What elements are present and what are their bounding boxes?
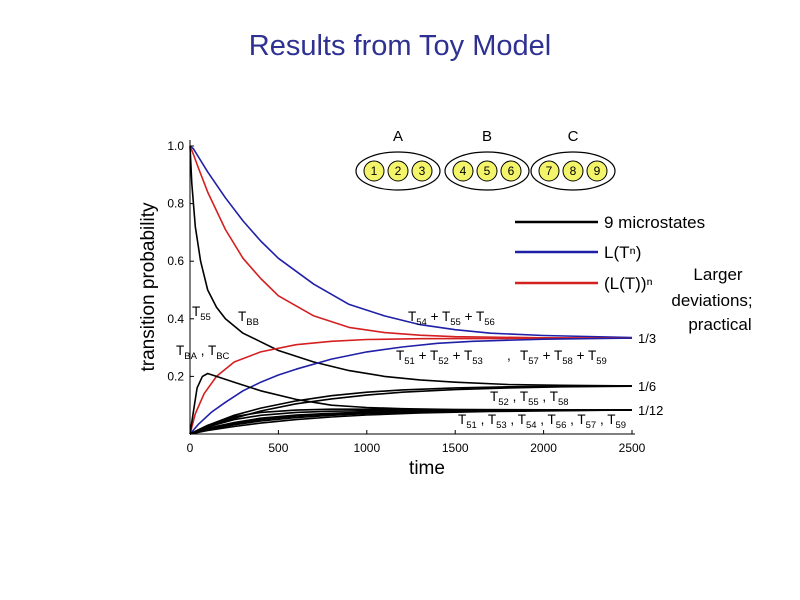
side-note-line: Larger [693, 265, 742, 284]
microstate-label: 1 [371, 164, 378, 178]
x-tick-label: 1000 [353, 441, 380, 455]
right-value-label: 1/3 [638, 331, 656, 346]
microstate-label: 4 [460, 164, 467, 178]
microstate-label: 9 [594, 164, 601, 178]
group-label: C [568, 128, 579, 145]
series-line-14 [189, 409, 633, 435]
y-tick-label: 0.8 [167, 197, 184, 211]
microstate-node [363, 160, 385, 182]
microstate-label: 5 [484, 164, 491, 178]
annotation-list-52-58: T52 , T55 , T58 [490, 389, 569, 408]
y-axis-label: transition probability [138, 202, 159, 371]
microstate-node [562, 160, 584, 182]
x-axis-label: time [409, 458, 445, 479]
microstate-label: 8 [570, 164, 577, 178]
series-layer [189, 145, 633, 435]
tick-labels: 0 500 1000 1500 2000 2500 1.0 0.8 0.6 0.4 0.2 [167, 139, 645, 455]
side-note: Larger deviations; practical [671, 265, 752, 334]
x-tick-label: 0 [187, 441, 194, 455]
group-label: A [393, 128, 403, 145]
annotation-sum-57-59: T57 + T58 + T59 [520, 348, 607, 367]
y-tick-label: 0.2 [167, 369, 184, 383]
legend: 9 microstates L(Tⁿ) (L(T))ⁿ [515, 213, 705, 293]
group-label: B [482, 128, 492, 145]
microstate-node [476, 160, 498, 182]
right-value-label: 1/6 [638, 379, 656, 394]
x-tick-label: 500 [268, 441, 288, 455]
microstate-node [411, 160, 433, 182]
y-tick-label: 0.6 [167, 254, 184, 268]
microstate-label: 6 [508, 164, 515, 178]
series-line-3 [189, 145, 633, 387]
axes [189, 140, 635, 435]
annotation-t55: T55 [192, 304, 211, 323]
series-line-4 [189, 337, 633, 435]
curve-annotations: T55 TBB TBA , TBC T54 + T55 + T56 T51 + T52 … [176, 304, 626, 431]
microstate-node [387, 160, 409, 182]
y-tick-label: 1.0 [167, 139, 184, 153]
annotation-tbb: TBB [238, 309, 259, 328]
series-line-2 [189, 145, 633, 339]
annotation-sum-51-53: T51 + T52 + T53 [396, 348, 483, 367]
legend-label: 9 microstates [604, 213, 705, 232]
side-note-line: deviations; [671, 291, 752, 310]
microstate-label: 7 [546, 164, 553, 178]
microstate-node [452, 160, 474, 182]
microstate-label: 2 [395, 164, 402, 178]
microstate-node [538, 160, 560, 182]
series-line-7 [189, 385, 633, 435]
right-value-label: 1/12 [638, 403, 663, 418]
annotation-list-rest: T51 , T53 , T54 , T56 , T57 , T59 [458, 412, 626, 431]
legend-label: L(Tⁿ) [604, 243, 641, 262]
y-tick-label: 0.4 [167, 312, 184, 326]
right-labels: 1/3 1/6 1/12 [638, 331, 663, 418]
microstate-groups: A 1 2 3 B 4 5 6 C 7 8 9 [355, 128, 616, 191]
series-line-5 [189, 337, 633, 435]
x-tick-label: 1500 [442, 441, 469, 455]
annotation-tba-tbc: TBA , TBC [176, 343, 230, 362]
annotation-sum-54-56: T54 + T55 + T56 [408, 309, 495, 328]
slide-title: Results from Toy Model [248, 30, 552, 62]
x-tick-label: 2000 [530, 441, 557, 455]
series-line-8 [189, 385, 633, 435]
annotation-comma: , [507, 348, 511, 363]
microstate-node [500, 160, 522, 182]
legend-label: (L(T))ⁿ [604, 274, 653, 293]
microstate-label: 3 [419, 164, 426, 178]
series-line-6 [189, 372, 633, 435]
series-line-1 [189, 145, 633, 339]
side-note-line: practical [688, 315, 751, 334]
microstate-node [586, 160, 608, 182]
x-tick-label: 2500 [619, 441, 646, 455]
series-line-13 [189, 409, 633, 435]
